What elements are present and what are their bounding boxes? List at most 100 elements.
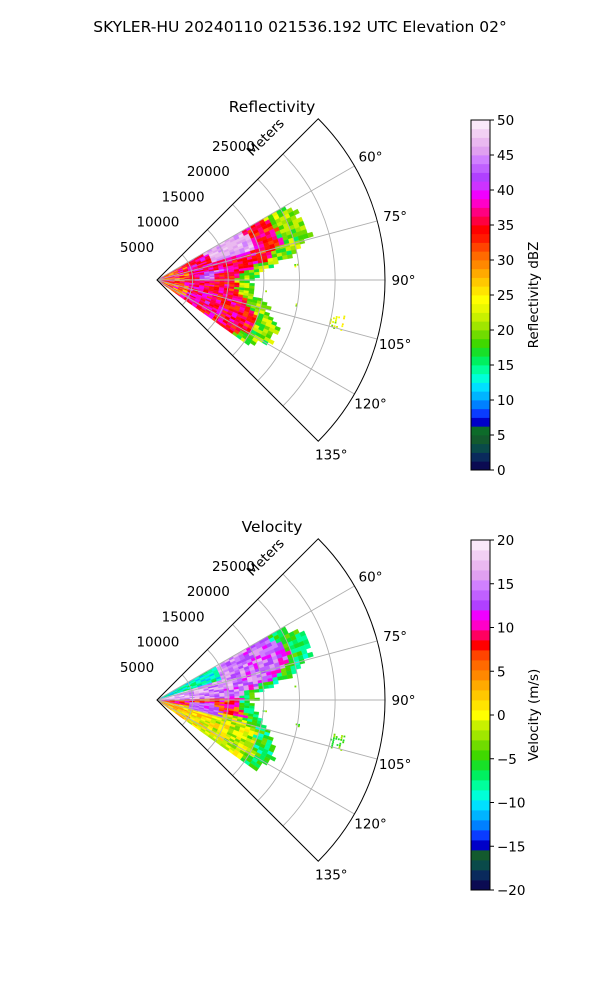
echo-cell xyxy=(287,674,293,679)
colorbar-segment xyxy=(471,198,490,208)
echo-cell xyxy=(292,208,300,216)
colorbar-segment xyxy=(471,321,490,331)
echo-cell xyxy=(229,273,235,277)
echo-speck xyxy=(333,327,335,329)
echo-speck xyxy=(341,323,344,326)
echo-cell xyxy=(269,755,277,762)
echo-speck xyxy=(343,317,345,320)
colorbar-segment xyxy=(471,286,490,296)
colorbar-segment xyxy=(471,225,490,235)
colorbar-segment xyxy=(471,700,490,711)
echo-cell xyxy=(224,280,230,283)
colorbar-segment xyxy=(471,417,490,427)
sector-frame xyxy=(156,538,386,862)
echo-cell xyxy=(272,329,280,335)
colorbar-segment xyxy=(471,391,490,401)
colorbar-segment xyxy=(471,251,490,261)
echo-speck xyxy=(295,304,298,307)
echo-cell xyxy=(249,283,255,287)
colorbar-segment xyxy=(471,610,490,621)
colorbar-segment xyxy=(471,670,490,681)
colorbar-segment xyxy=(471,207,490,217)
colorbar-label: Reflectivity dBZ xyxy=(526,242,542,349)
colorbar-segment xyxy=(471,750,490,761)
azimuth-gridline xyxy=(156,279,378,340)
colorbar-segment xyxy=(471,382,490,392)
range-tick-label: 15000 xyxy=(162,609,205,625)
colorbar-tick-label: 5 xyxy=(497,428,506,444)
colorbar-segment xyxy=(471,137,490,147)
colorbar-segment xyxy=(471,800,490,811)
echo-speck xyxy=(337,738,340,741)
colorbar-tick-label: 20 xyxy=(497,533,514,549)
echo-speck xyxy=(336,744,339,746)
range-tick-label: 5000 xyxy=(120,240,154,256)
echo-speck xyxy=(343,735,346,738)
echo-speck xyxy=(332,741,334,743)
echo-speck xyxy=(332,739,335,741)
echo-speck xyxy=(335,317,338,320)
colorbar-tick-label: 20 xyxy=(497,323,514,339)
range-tick-label: 10000 xyxy=(136,215,179,231)
range-tick-label: 15000 xyxy=(162,189,205,205)
colorbar-segment xyxy=(471,426,490,436)
echo-speck xyxy=(341,735,343,737)
colorbar-segment xyxy=(471,660,490,671)
echo-speck xyxy=(335,316,338,318)
colorbar-segment xyxy=(471,260,490,270)
colorbar-tick-label: 15 xyxy=(497,358,514,374)
echo-cell xyxy=(234,693,240,697)
echo-cell xyxy=(229,700,235,703)
colorbar-segment xyxy=(471,620,490,631)
echo-cell xyxy=(277,255,284,261)
colorbar-segment xyxy=(471,163,490,173)
echo-cell xyxy=(244,272,250,276)
colorbar-segment xyxy=(471,630,490,641)
echo-cell xyxy=(234,695,240,699)
echo-cell xyxy=(214,696,220,699)
azimuth-tick-label: 60° xyxy=(359,150,383,166)
echo-speck xyxy=(294,264,297,266)
echo-speck xyxy=(341,325,344,328)
echo-speck xyxy=(340,737,343,739)
echo-speck xyxy=(331,742,334,745)
range-tick-label: 5000 xyxy=(120,660,154,676)
colorbar-segment xyxy=(471,600,490,611)
echo-cell xyxy=(239,280,245,284)
azimuth-tick-label: 120° xyxy=(354,816,387,832)
colorbar-segment xyxy=(471,190,490,200)
colorbar-segment xyxy=(471,580,490,591)
colorbar: 0 5 10 15 20 25 30 35 40 45 50 Reflectivity dBZ xyxy=(470,113,542,479)
colorbar-segment xyxy=(471,550,490,561)
echo-cell xyxy=(234,273,240,277)
colorbar-segment xyxy=(471,155,490,165)
echo-cell xyxy=(234,275,240,279)
echo-cell xyxy=(239,693,245,697)
radial-axis-label: Meters xyxy=(244,536,288,580)
colorbar-segment xyxy=(471,870,490,881)
colorbar-segment xyxy=(471,146,490,156)
azimuth-tick-label: 135° xyxy=(315,447,348,463)
colorbar-segment xyxy=(471,312,490,322)
colorbar-segment xyxy=(471,356,490,366)
echo-speck xyxy=(332,321,334,323)
azimuth-tick-label: 90° xyxy=(392,273,416,289)
echo-speck xyxy=(340,739,343,741)
echo-cell xyxy=(307,651,314,658)
echo-cell xyxy=(204,277,210,280)
panel-title: Reflectivity xyxy=(229,98,316,116)
azimuth-gridline xyxy=(156,220,378,281)
reflectivity-panel: Reflectivity 5000 10000 15000 20000 25000Mete… xyxy=(120,98,542,479)
echo-speck xyxy=(265,710,267,713)
echo-speck xyxy=(295,723,298,726)
colorbar-segment xyxy=(471,690,490,701)
colorbar-segment xyxy=(471,770,490,781)
colorbar-segment xyxy=(471,277,490,287)
colorbar-segment xyxy=(471,443,490,453)
echo-speck xyxy=(334,321,337,324)
colorbar-segment xyxy=(471,740,490,751)
sector-frame xyxy=(156,118,386,442)
colorbar-segment xyxy=(471,373,490,383)
echo-speck xyxy=(339,742,342,745)
echo-speck xyxy=(294,685,297,688)
